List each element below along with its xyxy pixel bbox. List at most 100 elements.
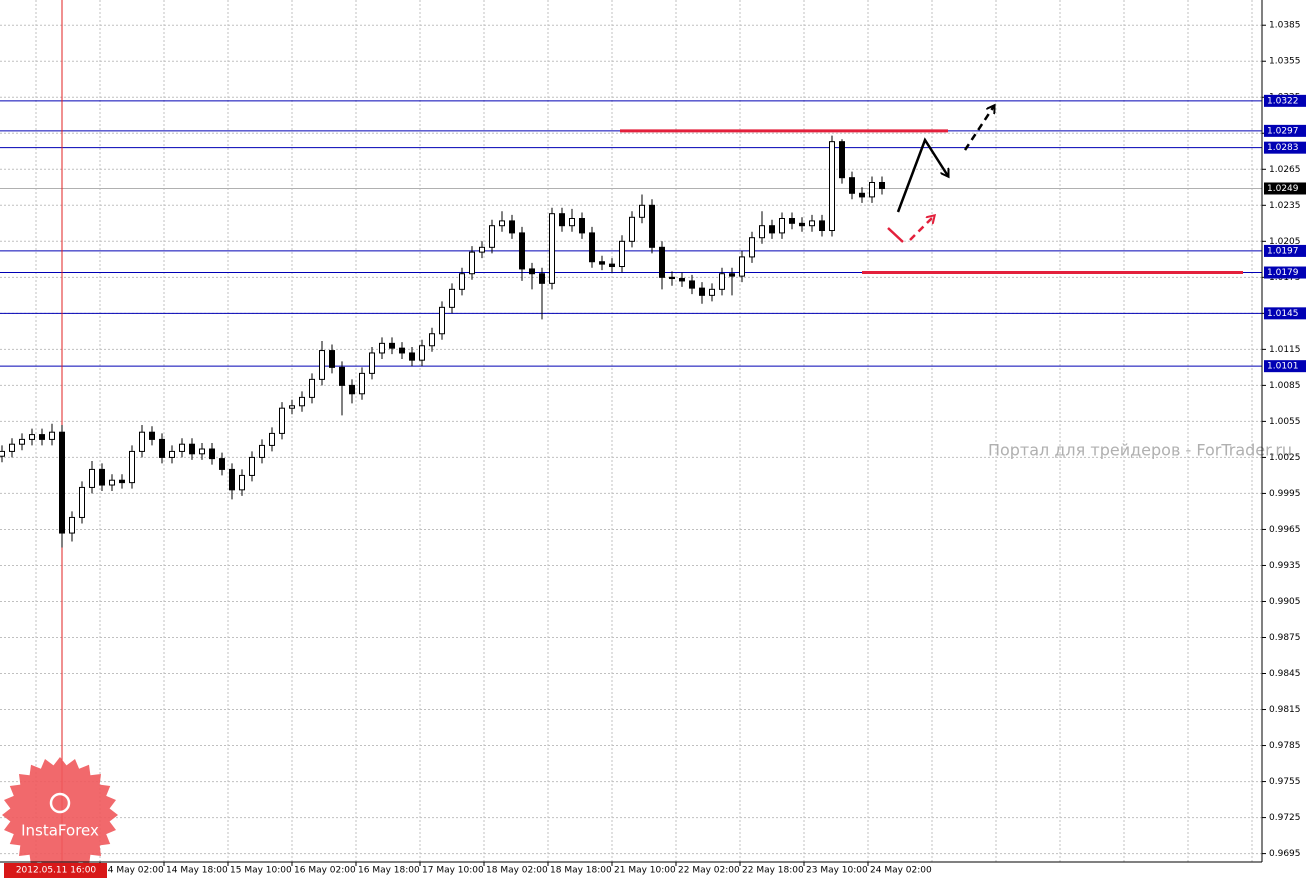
candle-body — [569, 218, 575, 227]
candle-body — [379, 342, 385, 354]
candle-body — [809, 220, 815, 227]
candle-body — [789, 218, 795, 224]
candle-body — [399, 347, 405, 354]
candle-body — [169, 450, 175, 458]
y-tick-label: 1.0025 — [1269, 453, 1301, 463]
level-label-box — [1264, 94, 1306, 107]
candle-body — [509, 220, 515, 234]
level-label: 1.0297 — [1267, 126, 1299, 136]
candle-body — [159, 438, 165, 458]
candle-body — [599, 261, 605, 265]
candle-body — [0, 450, 5, 457]
x-tick-label: 23 May 10:00 — [806, 866, 868, 876]
candle-body — [359, 372, 365, 395]
candle-body — [179, 443, 185, 452]
watermark: Портал для трейдеров - ForTrader.ru — [988, 441, 1292, 460]
candle-body — [549, 213, 555, 284]
level-label-box — [1264, 244, 1306, 257]
candle-body — [249, 456, 255, 476]
candle-body — [829, 141, 835, 232]
candle-body — [699, 287, 705, 296]
candle-body — [99, 468, 105, 486]
candle-body — [319, 350, 325, 380]
candle-body — [779, 218, 785, 234]
candle-body — [869, 181, 875, 198]
candle-body — [219, 458, 225, 470]
x-tick-label: 17 May 10:00 — [422, 866, 484, 876]
x-tick-label: 18 May 02:00 — [486, 866, 548, 876]
candle-body — [149, 431, 155, 440]
x-tick-label: 18 May 18:00 — [550, 866, 612, 876]
candle-body — [659, 246, 665, 278]
candle-body — [499, 220, 505, 227]
candle-body — [389, 342, 395, 349]
y-tick-label: 1.0085 — [1269, 381, 1301, 391]
candle-body — [259, 444, 265, 458]
y-tick-label: 1.0265 — [1269, 165, 1301, 175]
candle-body — [349, 384, 355, 395]
x-tick-label: 15 May 10:00 — [230, 866, 292, 876]
candle-body — [679, 278, 685, 282]
x-tick-label: 16 May 18:00 — [358, 866, 420, 876]
x-tick-label: 21 May 10:00 — [614, 866, 676, 876]
level-label: 1.0101 — [1267, 362, 1299, 372]
candle-body — [729, 273, 735, 277]
y-tick-label: 1.0115 — [1269, 345, 1301, 355]
level-label-box — [1264, 360, 1306, 373]
candle-body — [609, 263, 615, 268]
candle-body — [279, 407, 285, 434]
y-tick-label: 1.0355 — [1269, 57, 1301, 67]
current-price-label: 1.0249 — [1267, 184, 1299, 194]
candle-body — [129, 450, 135, 484]
y-tick-label: 0.9695 — [1269, 849, 1301, 859]
candle-body — [839, 141, 845, 179]
y-tick-label: 0.9965 — [1269, 525, 1301, 535]
candle-body — [749, 237, 755, 258]
candle-body — [709, 288, 715, 296]
level-label: 1.0179 — [1267, 268, 1299, 278]
cursor-label-box — [4, 863, 107, 878]
candle-body — [269, 432, 275, 446]
x-tick-label: 22 May 18:00 — [742, 866, 804, 876]
logo: InstaForex — [2, 757, 118, 873]
candle-body — [449, 288, 455, 308]
candle-body — [369, 352, 375, 374]
candle-body — [639, 204, 645, 218]
logo-text: InstaForex — [21, 822, 99, 840]
candle-body — [39, 434, 45, 440]
candle-body — [489, 225, 495, 248]
candle-body — [459, 273, 465, 290]
candle-body — [239, 474, 245, 491]
candle-body — [109, 479, 115, 486]
forecast-arrows — [887, 106, 994, 243]
y-tick-label: 0.9755 — [1269, 777, 1301, 787]
candle-body — [469, 251, 475, 275]
candle-body — [629, 216, 635, 242]
candle-body — [579, 218, 585, 234]
candle-body — [819, 220, 825, 232]
y-tick-label: 0.9905 — [1269, 597, 1301, 607]
candle-body — [859, 192, 865, 198]
candle-body — [289, 405, 295, 409]
current-price-box — [1264, 182, 1306, 195]
candle-body — [19, 438, 25, 445]
y-tick-label: 0.9995 — [1269, 489, 1301, 499]
candle-body — [769, 225, 775, 234]
candle-body — [759, 225, 765, 239]
level-label: 1.0197 — [1267, 246, 1299, 256]
level-label: 1.0145 — [1267, 309, 1299, 319]
candle-body — [139, 431, 145, 452]
candle-body — [199, 448, 205, 455]
y-tick-label: 1.0055 — [1269, 417, 1301, 427]
candle-body — [59, 431, 65, 534]
candle-body — [739, 256, 745, 277]
candle-body — [189, 443, 195, 455]
candle-body — [619, 240, 625, 268]
forecast-arrow — [887, 227, 904, 243]
candle-body — [849, 177, 855, 194]
level-label-box — [1264, 266, 1306, 279]
candle-body — [409, 352, 415, 361]
